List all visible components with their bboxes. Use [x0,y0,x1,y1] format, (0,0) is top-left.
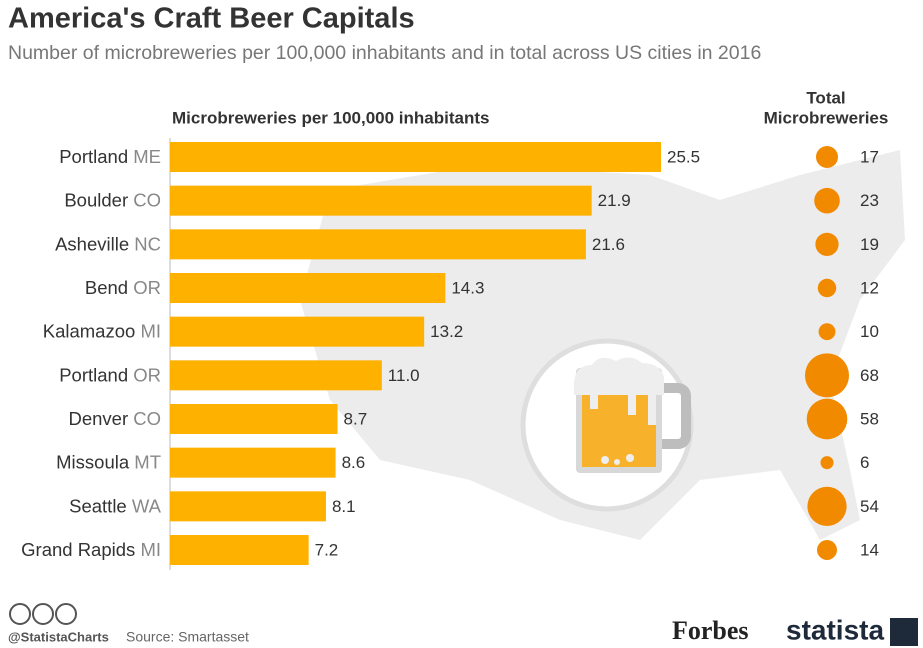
bubble-header: Microbreweries [764,108,889,127]
state-name: NC [134,233,161,254]
bubble [820,456,834,470]
state-name: CO [133,190,161,211]
category-label: Seattle WA [69,495,162,516]
state-name: OR [133,277,161,298]
city-name: Missoula [56,452,130,473]
bar [170,229,586,260]
city-name: Portland [59,146,128,167]
bar [170,273,446,303]
city-name: Grand Rapids [21,539,135,560]
value-label: 25.5 [667,147,700,166]
category-label: Grand Rapids MI [21,539,161,560]
value-label: 8.6 [342,453,366,472]
city-name: Kalamazoo [43,321,136,342]
value-label: 21.9 [598,191,631,210]
bubble [818,323,836,341]
cc-icons [9,603,77,625]
value-label: 21.6 [592,235,625,254]
bar [170,404,338,434]
statista-icon [890,618,918,646]
value-label: 8.7 [344,409,368,428]
city-name: Portland [59,364,128,385]
bar [170,185,592,216]
total-label: 14 [860,540,879,559]
total-label: 10 [860,322,879,341]
category-label: Denver CO [68,408,161,429]
bar [170,142,661,172]
bar [170,491,326,522]
city-name: Seattle [69,495,127,516]
total-label: 12 [860,278,879,297]
category-label: Kalamazoo MI [43,321,161,342]
chart-title: America's Craft Beer Capitals [8,3,415,35]
total-label: 54 [860,497,879,516]
category-label: Boulder CO [64,190,161,211]
bubble [817,540,837,560]
value-label: 11.0 [388,366,420,385]
total-label: 17 [860,147,879,166]
total-label: 19 [860,235,879,254]
city-name: Asheville [55,233,129,254]
state-name: MT [134,452,161,473]
statista-logo: statista [786,614,884,645]
bar-header: Microbreweries per 100,000 inhabitants [172,108,489,127]
category-label: Portland OR [59,364,161,385]
bar [170,447,336,478]
bubble [805,353,849,398]
state-name: MI [140,321,161,342]
bubble [814,187,840,214]
total-label: 58 [860,409,879,428]
value-label: 14.3 [451,278,484,297]
bar [170,316,425,347]
bubble [816,146,838,168]
bubble [815,232,839,256]
state-name: ME [133,146,161,167]
city-name: Denver [68,408,128,429]
category-label: Portland ME [59,146,161,167]
state-name: CO [133,408,161,429]
value-label: 7.2 [315,540,339,559]
total-label: 68 [860,366,879,385]
category-label: Bend OR [85,277,161,298]
bubble [806,398,848,440]
city-name: Bend [85,277,128,298]
category-label: Asheville NC [55,233,161,254]
state-name: WA [132,495,162,516]
bubble [807,486,847,526]
state-name: OR [133,364,161,385]
forbes-logo: Forbes [672,616,749,645]
bubble-header: Total [806,88,845,107]
value-label: 8.1 [332,497,356,516]
bar [170,360,382,391]
value-label: 13.2 [430,322,463,341]
bubble [817,278,837,298]
source: Source: Smartasset [126,629,249,645]
handle: @StatistaCharts [8,629,109,644]
beer-mug-icon [574,357,691,473]
city-name: Boulder [64,190,128,211]
total-label: 23 [860,191,879,210]
chart-subtitle: Number of microbreweries per 100,000 inh… [8,42,761,64]
total-label: 6 [860,453,869,472]
state-name: MI [140,539,161,560]
bar [170,535,309,565]
category-label: Missoula MT [56,452,161,473]
